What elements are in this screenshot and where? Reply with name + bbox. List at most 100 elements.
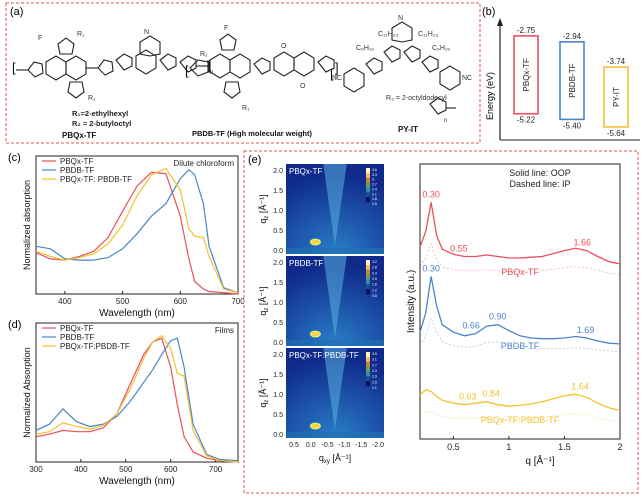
colorbar-1-label-4: 1.6 xyxy=(372,283,377,287)
colorbar-2-seg-6 xyxy=(366,381,370,387)
colorbar-2-seg-3 xyxy=(366,366,370,372)
giwaxs-ytick-0-4: 0.0 xyxy=(273,248,283,255)
colorbar-1-label-6: 0.8 xyxy=(372,294,377,298)
homo-value-2: -5.64 xyxy=(607,129,626,138)
giwaxs-ytick-0-1: 1.5 xyxy=(273,188,283,195)
chart-e-axes xyxy=(419,163,621,440)
chart-e-ip-1 xyxy=(419,316,621,352)
giwaxs-peak-2 xyxy=(309,422,321,430)
chartD-series-2 xyxy=(35,334,239,463)
giwaxs-ylabel-1: qz [Å⁻¹] xyxy=(258,286,270,315)
atom-nc-1: NC xyxy=(332,75,342,82)
giwaxs-horizon-2 xyxy=(286,432,384,438)
giwaxs-ytick-1-0: 2.0 xyxy=(273,260,283,267)
giwaxs-peak-1 xyxy=(309,330,321,338)
atom-f-1: F xyxy=(38,35,42,42)
giwaxs-ytick-2-2: 1.0 xyxy=(273,392,283,399)
giwaxs-ylabel-2: qz [Å⁻¹] xyxy=(258,378,270,407)
colorbar-1-seg-0 xyxy=(366,260,370,266)
energy-level-box-0 xyxy=(513,35,539,115)
repeat-n-2: n xyxy=(335,74,338,80)
chartD-legend-text-2: PBQx-TF:PBDB-TF xyxy=(60,342,130,351)
giwaxs-xlabel: qxy [Å⁻¹] xyxy=(319,453,351,465)
chartD-xtick-label-4: 700 xyxy=(209,465,223,474)
giwaxs-ytick-1-2: 1.0 xyxy=(273,300,283,307)
chartC-xtick-label-3: 700 xyxy=(231,297,245,306)
chartC-legend-text-2: PBQx-TF: PBDB-TF xyxy=(60,175,132,184)
chart-e: 0.5 1 1.5 2 q [Å⁻¹] Intensity (a.u.) Solid lin… xyxy=(406,163,623,467)
chartC-ylabel: Normalized absorption xyxy=(22,180,32,270)
giwaxs-wedge-2 xyxy=(323,348,347,430)
colorbar-0-seg-3 xyxy=(366,182,370,188)
giwaxs-xtick-1: 0.0 xyxy=(306,442,316,449)
atom-nc-2: NC xyxy=(462,75,472,82)
chartD-xlabel: Wavelength (nm) xyxy=(99,476,175,487)
energy-axis-label: Energy (eV) xyxy=(485,72,495,120)
chart-e-peak-label-8: 0.84 xyxy=(482,389,500,399)
chartC-series-2 xyxy=(35,167,239,294)
chart-e-peak-label-9: 1.64 xyxy=(571,381,589,391)
chartC-xtick-label-2: 600 xyxy=(174,297,188,306)
colorbar-0-label-6: 1.8 xyxy=(372,197,377,201)
giwaxs-wedge-1 xyxy=(323,256,347,338)
py-it-c9-left: C₉H₁₉ xyxy=(356,45,374,52)
giwaxs-horizon-1 xyxy=(286,340,384,346)
giwaxs-title-2: PBQx-TF:PBDB-TF xyxy=(289,351,359,360)
chart-e-ip-2 xyxy=(419,410,621,423)
colorbar-1-seg-6 xyxy=(366,289,370,295)
chartC-legend-text-1: PBDB-TF xyxy=(60,166,94,175)
giwaxs-ytick-0-3: 0.5 xyxy=(273,228,283,235)
panel-b-label: (b) xyxy=(482,6,495,18)
colorbar-1-seg-1 xyxy=(366,264,370,270)
molecule-pbqx-tf: [ ] xyxy=(12,35,211,99)
colorbar-2-label-2: 2.7 xyxy=(372,363,377,367)
giwaxs-xtick-5: -2.0 xyxy=(372,442,384,449)
chart-e-peak-label-4: 0.66 xyxy=(462,321,480,331)
chartC-title: Dilute chloroform xyxy=(174,159,235,168)
lumo-value-2: -3.74 xyxy=(607,57,626,66)
panel-a-frame xyxy=(5,2,481,144)
chart-e-oop-2 xyxy=(419,389,621,412)
energy-level-box-1 xyxy=(559,41,585,121)
panel-e-label: (e) xyxy=(248,154,261,166)
colorbar-1-label-5: 1.2 xyxy=(372,288,377,292)
atom-r1-1: R₁ xyxy=(77,31,85,38)
energy-levels: -2.75 -5.22 PBQx-TF -2.94 -5.40 PBDB-TF -3.74 -… xyxy=(513,26,629,138)
giwaxs-peak-0 xyxy=(309,238,321,246)
giwaxs-title-1: PBDB-TF xyxy=(289,259,323,268)
energy-level-box-2 xyxy=(603,66,629,128)
atom-f-2: F xyxy=(224,25,228,32)
chart-e-peak-label-6: 1.69 xyxy=(577,325,595,335)
colorbar-2-seg-2 xyxy=(366,361,370,367)
chart-e-xtick-label-2: 1.5 xyxy=(558,442,571,452)
atom-n-2: N xyxy=(398,15,403,22)
level-name-1: PBDB-TF xyxy=(568,63,577,97)
repeat-n-3: n xyxy=(444,118,447,124)
lumo-value-0: -2.75 xyxy=(517,26,536,35)
giwaxs-ytick-2-4: 0.0 xyxy=(273,432,283,439)
chartD-legend-text-0: PBQx-TF xyxy=(60,324,93,333)
colorbar-0-label-5: 2.1 xyxy=(372,192,377,196)
lumo-value-1: -2.94 xyxy=(563,32,582,41)
giwaxs-xtick-4: -1.5 xyxy=(355,442,367,449)
homo-value-0: -5.22 xyxy=(517,116,536,125)
colorbar-1-seg-2 xyxy=(366,269,370,275)
chartD-legend-text-1: PBDB-TF xyxy=(60,333,94,342)
colorbar-0-seg-4 xyxy=(366,187,370,193)
chartD-xtick-label-1: 400 xyxy=(74,465,88,474)
giwaxs-wedge-0 xyxy=(323,164,347,246)
colorbar-0-label-3: 2.7 xyxy=(372,183,377,187)
chart-e-oop-1 xyxy=(419,276,621,345)
chart-e-series-name-0: PBQx-TF xyxy=(501,267,539,277)
colorbar-1-seg-5 xyxy=(366,284,370,290)
level-name-0: PBQx-TF xyxy=(522,58,531,91)
colorbar-0-seg-1 xyxy=(366,172,370,178)
panel-e-frame xyxy=(243,150,639,494)
colorbar-2-seg-4 xyxy=(366,371,370,377)
chart-e-ip-0 xyxy=(419,242,621,275)
chart-d: 300 400 500 600 700 Wavelength (nm) Normalized… xyxy=(22,322,239,487)
colorbar-1-seg-3 xyxy=(366,274,370,280)
svg-text:]: ] xyxy=(335,60,339,75)
chart-e-xtick-label-1: 1 xyxy=(506,442,511,452)
